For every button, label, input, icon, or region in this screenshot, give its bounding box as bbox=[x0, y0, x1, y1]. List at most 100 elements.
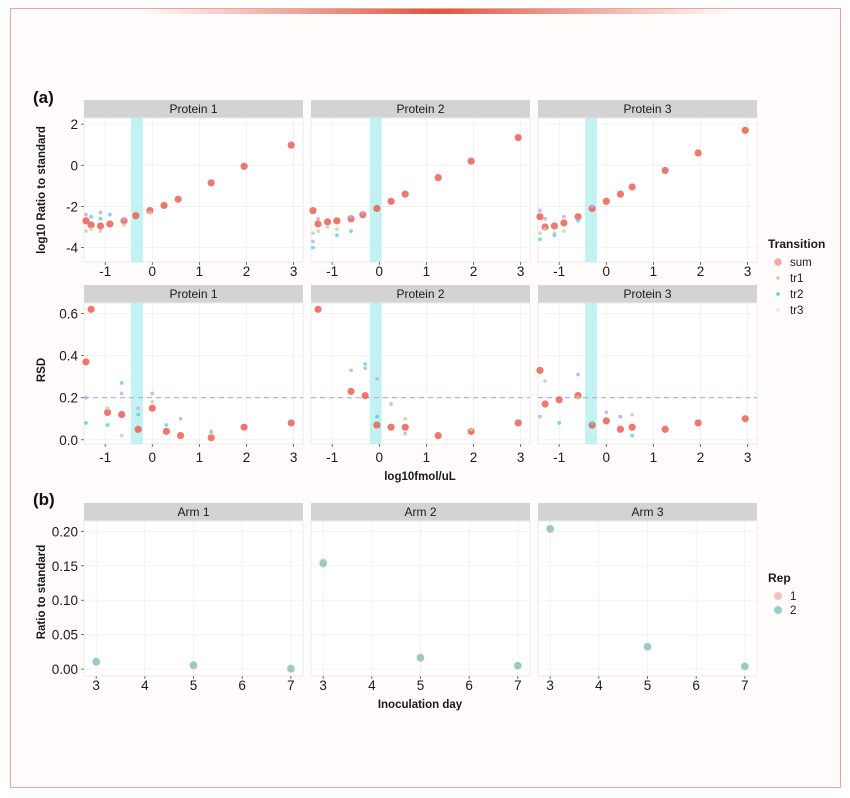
x-tick-label: 3 bbox=[319, 678, 327, 693]
data-point-sum bbox=[132, 212, 140, 220]
data-point-tr1 bbox=[122, 223, 126, 227]
data-point-sum bbox=[694, 149, 702, 157]
x-tick-label: -1 bbox=[99, 450, 111, 465]
data-point-2 bbox=[546, 524, 554, 533]
facet-strip-label: Protein 1 bbox=[169, 287, 217, 301]
data-point-tr3 bbox=[98, 210, 103, 215]
data-point-sum bbox=[87, 305, 95, 313]
facet-strip-label: Arm 1 bbox=[177, 505, 209, 519]
data-point-2 bbox=[319, 559, 327, 568]
plot-panel bbox=[310, 302, 531, 445]
data-point-2 bbox=[514, 661, 522, 670]
y-tick-label: -4 bbox=[66, 241, 78, 256]
data-point-tr3 bbox=[349, 214, 353, 219]
x-tick-label: 5 bbox=[417, 678, 425, 693]
data-point-tr3 bbox=[363, 366, 368, 371]
data-point-tr2 bbox=[164, 423, 169, 427]
x-tick-label: 2 bbox=[243, 450, 251, 465]
data-point-sum bbox=[661, 166, 669, 175]
data-point-tr1 bbox=[543, 227, 547, 231]
plot-panel bbox=[537, 117, 758, 263]
legend-label-tr3: tr3 bbox=[790, 305, 803, 317]
facet-panel: Protein 3 -1 0 1 2 3 bbox=[536, 100, 758, 279]
data-point-tr2 bbox=[557, 421, 562, 425]
data-point-tr3 bbox=[360, 210, 365, 215]
data-point-sum bbox=[347, 387, 355, 395]
facet-panel: Arm 3 3 4 5 6 7 bbox=[537, 503, 758, 693]
facet-strip-label: Protein 2 bbox=[396, 287, 444, 301]
legend-rep: Rep 1 2 bbox=[768, 571, 796, 617]
data-point-tr2 bbox=[552, 233, 557, 238]
data-point-sum bbox=[555, 396, 563, 404]
data-point-tr2 bbox=[375, 414, 379, 419]
plot-panel bbox=[537, 302, 758, 445]
legend-swatch-rep-2 bbox=[774, 606, 782, 614]
data-point-tr3 bbox=[150, 391, 155, 396]
x-tick-label: 4 bbox=[141, 678, 149, 693]
legend-swatch-tr2 bbox=[776, 292, 780, 296]
data-point-tr3 bbox=[375, 376, 379, 381]
data-point-tr3 bbox=[604, 410, 609, 415]
facet-strip-label: Arm 2 bbox=[404, 505, 436, 519]
data-point-sum bbox=[106, 220, 114, 228]
legend-label-sum: sum bbox=[790, 257, 812, 269]
x-tick-label: 2 bbox=[243, 264, 251, 279]
facet-strip-label: Protein 3 bbox=[623, 287, 671, 301]
data-point-sum bbox=[207, 434, 215, 442]
x-tick-label: 0 bbox=[376, 450, 384, 465]
y-tick-label: 0.4 bbox=[59, 349, 78, 364]
data-point-tr3 bbox=[136, 406, 141, 411]
legend-swatch-tr1 bbox=[776, 276, 780, 280]
facet-panel: Arm 1 3 4 5 6 7 0.00 0.05 0.10 0.15 0.20 bbox=[52, 503, 304, 693]
data-point-tr3 bbox=[543, 216, 547, 221]
data-point-sum bbox=[661, 425, 669, 433]
data-point-tr2 bbox=[538, 237, 542, 242]
legend-label-rep-1: 1 bbox=[790, 591, 796, 603]
highlight-band bbox=[585, 118, 597, 262]
data-point-tr1 bbox=[316, 229, 320, 234]
data-point-tr1 bbox=[538, 231, 542, 236]
data-point-tr3 bbox=[84, 212, 88, 217]
data-point-sum bbox=[309, 206, 317, 215]
x-tick-label: 0 bbox=[603, 264, 611, 279]
data-point-tr1 bbox=[148, 210, 152, 215]
panel-b-x-axis-title: Inoculation day bbox=[378, 699, 463, 711]
data-point-sum bbox=[176, 431, 185, 440]
data-point-2 bbox=[643, 642, 652, 651]
facet-strip bbox=[84, 100, 303, 118]
x-tick-label: 0 bbox=[149, 450, 157, 465]
data-point-sum bbox=[628, 183, 636, 191]
data-point-tr2 bbox=[108, 212, 112, 217]
legend-rep-title: Rep bbox=[768, 571, 791, 585]
data-point-sum bbox=[628, 423, 636, 431]
data-point-tr3 bbox=[349, 368, 353, 373]
facet-panel: Protein 2 -1 0 1 2 3 bbox=[309, 100, 531, 279]
data-point-sum bbox=[240, 423, 248, 431]
data-point-2 bbox=[416, 653, 425, 662]
data-point-sum bbox=[162, 427, 171, 435]
x-tick-label: 6 bbox=[465, 678, 473, 693]
data-point-sum bbox=[361, 391, 369, 400]
data-point-sum bbox=[616, 425, 625, 433]
x-tick-label: 4 bbox=[368, 678, 376, 693]
data-point-tr3 bbox=[178, 416, 183, 421]
data-point-tr2 bbox=[335, 233, 339, 238]
highlight-band bbox=[131, 303, 143, 444]
panel-a-x-axis-title: log10fmol/uL bbox=[384, 471, 456, 483]
top-accent-bar bbox=[141, 9, 731, 14]
facet-strip-label: Protein 1 bbox=[169, 102, 217, 116]
highlight-band bbox=[585, 303, 597, 444]
x-tick-label: -1 bbox=[326, 264, 338, 279]
legend-transition-title: Transition bbox=[768, 237, 825, 251]
legend-swatch-tr3 bbox=[776, 308, 780, 312]
data-point-tr3 bbox=[119, 391, 124, 396]
x-tick-label: 6 bbox=[692, 678, 700, 693]
facet-panel: Protein 1 -1 0 1 2 3 -4 -2 0 2 bbox=[66, 100, 304, 279]
panel-a-top-y-axis-title: log10 Ratio to standard bbox=[36, 126, 48, 254]
facet-strip bbox=[538, 285, 757, 303]
data-point-sum bbox=[118, 410, 126, 419]
data-point-tr2 bbox=[311, 245, 315, 250]
facet-panel: Arm 2 3 4 5 6 7 bbox=[310, 503, 531, 693]
x-tick-label: 0 bbox=[376, 264, 384, 279]
x-tick-label: 2 bbox=[470, 450, 478, 465]
